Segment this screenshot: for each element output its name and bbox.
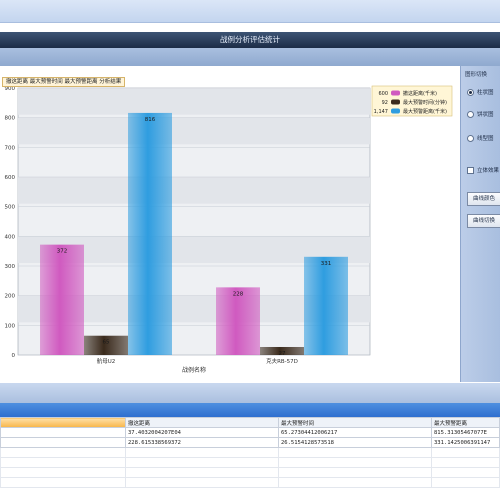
legend-box xyxy=(371,85,453,117)
legend-value: 600 xyxy=(378,91,388,97)
table-header[interactable]: 最大预警时间 xyxy=(278,417,432,428)
legend-value: 92 xyxy=(382,100,388,106)
results-grid: 撤这距离 最大预警时间 最大预警距离 37.4032004207E04 65.2… xyxy=(0,417,500,500)
table-cell: 65.27304412006217 xyxy=(278,427,432,438)
table-cell: 37.4032004207E04 xyxy=(125,427,279,438)
bar xyxy=(128,112,172,355)
data-label: 65 xyxy=(103,340,110,346)
option-label: 线型图 xyxy=(477,136,494,142)
y-tick-label: 700 xyxy=(5,145,16,151)
data-label: 331 xyxy=(321,261,332,267)
legend-label: 撤这距离(千米) xyxy=(403,90,437,97)
bar xyxy=(304,256,348,355)
checkbox-icon[interactable] xyxy=(467,166,474,174)
table-row[interactable]: 37.4032004207E04 65.27304412006217 815.3… xyxy=(0,427,500,438)
radio-icon[interactable] xyxy=(467,110,474,118)
toolbar-strip xyxy=(0,48,500,66)
y-tick-label: 500 xyxy=(5,205,16,211)
option-label: 饼状图 xyxy=(477,112,494,118)
bar xyxy=(260,346,304,355)
table-row[interactable]: 228.615338569372 26.5154128573518 331.14… xyxy=(0,437,500,448)
table-cell: 26.5154128573518 xyxy=(278,437,432,448)
window-top-strip xyxy=(0,0,500,23)
curve-switch-button[interactable]: 曲线切换 xyxy=(467,214,500,228)
legend-label: 最大预警距离(千米) xyxy=(403,108,447,115)
bar-chart: 0 100 200 300 400 500 600 700 800 900 372 65 816 航母U2… xyxy=(5,85,453,374)
table-header[interactable]: 撤这距离 xyxy=(125,417,279,428)
chart-type-group-label: 图形切换 xyxy=(465,72,488,78)
radio-icon[interactable] xyxy=(467,134,474,142)
x-axis-label: 战例名称 xyxy=(182,366,206,374)
data-label: 372 xyxy=(57,249,68,255)
chart-tab-label[interactable]: 撤这距离 最大预警时间 最大预警距离 分析结果 xyxy=(2,77,126,87)
chart-panel: 0 100 200 300 400 500 600 700 800 900 372 65 816 航母U2… xyxy=(0,66,455,382)
table-row-empty xyxy=(0,457,500,468)
data-label: 27 xyxy=(279,351,286,357)
y-tick-label: 400 xyxy=(5,234,16,240)
y-tick-label: 900 xyxy=(5,86,16,92)
table-cell: 228.615338569372 xyxy=(125,437,279,448)
table-cell: 815.31305467077E xyxy=(431,427,500,438)
legend-swatch xyxy=(391,108,400,114)
table-row-empty xyxy=(0,477,500,488)
legend-value: 1,147 xyxy=(374,109,388,115)
option-bar-chart[interactable]: 柱状图 xyxy=(467,88,494,96)
option-label: 柱状图 xyxy=(477,90,494,96)
radio-icon[interactable] xyxy=(467,88,474,96)
y-tick-label: 600 xyxy=(5,175,16,181)
bar xyxy=(216,287,260,355)
bottom-toolbar xyxy=(0,383,500,403)
legend-swatch xyxy=(391,99,400,105)
data-label: 228 xyxy=(233,291,244,297)
table-row-empty xyxy=(0,467,500,478)
y-tick-label: 100 xyxy=(5,323,16,329)
curve-color-button[interactable]: 曲线颜色 xyxy=(467,192,500,206)
bar xyxy=(40,244,84,355)
table-header[interactable] xyxy=(0,417,126,428)
y-tick-label: 200 xyxy=(5,294,16,300)
bar xyxy=(84,335,128,355)
option-pie-chart[interactable]: 饼状图 xyxy=(467,110,494,118)
data-label: 816 xyxy=(145,117,156,123)
chart-options-panel: 图形切换 柱状图 饼状图 线型图 立体效果 曲线颜色 曲线切换 xyxy=(460,66,500,382)
y-tick-label: 800 xyxy=(5,116,16,122)
results-table: 撤这距离 最大预警时间 最大预警距离 37.4032004207E04 65.2… xyxy=(0,417,500,488)
option-line-chart[interactable]: 线型图 xyxy=(467,134,494,142)
y-tick-label: 0 xyxy=(12,353,16,359)
legend-swatch xyxy=(391,90,400,96)
bottom-accent-bar xyxy=(0,403,500,417)
x-tick-label: 航母U2 xyxy=(97,357,116,365)
3d-effect-checkbox[interactable]: 立体效果 xyxy=(467,166,499,174)
page-title: 战例分析评估统计 xyxy=(0,32,500,48)
y-tick-label: 300 xyxy=(5,264,16,270)
table-header[interactable]: 最大预警距离 xyxy=(431,417,500,428)
x-tick-label: 克夫RB-57D xyxy=(266,357,298,365)
table-row-empty xyxy=(0,447,500,458)
grid-band xyxy=(18,88,370,115)
table-cell: 331.1425006391147 xyxy=(431,437,500,448)
grid-band xyxy=(18,177,370,204)
table-cell xyxy=(0,437,126,448)
table-header-row: 撤这距离 最大预警时间 最大预警距离 xyxy=(0,417,500,428)
checkbox-label: 立体效果 xyxy=(477,168,500,174)
table-cell xyxy=(0,427,126,438)
grid-band xyxy=(18,117,370,145)
legend-label: 最大预警时间(分钟) xyxy=(403,99,447,106)
